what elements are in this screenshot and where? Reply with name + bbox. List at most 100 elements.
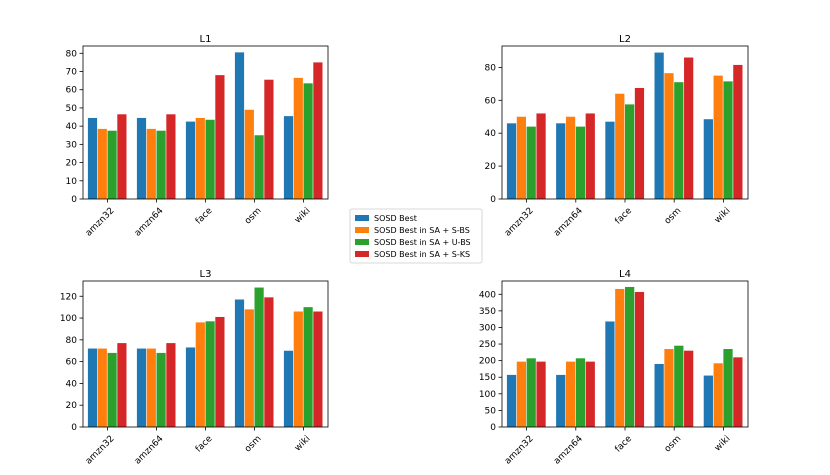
bar-wiki-series-2	[713, 75, 723, 199]
legend: SOSD Best SOSD Best in SA + S-BS SOSD Best…	[349, 208, 483, 264]
chart-title: L3	[200, 269, 212, 280]
x-tick-label: osm	[663, 434, 683, 454]
x-tick-label: osm	[663, 206, 683, 226]
bar-wiki-series-2	[293, 311, 303, 427]
bar-amzn64-series-3	[575, 358, 586, 427]
bar-amzn32-series-1	[87, 348, 98, 427]
chart-title: L4	[619, 269, 631, 280]
y-tick-label: 50	[66, 104, 78, 114]
bar-face-series-1	[605, 121, 615, 199]
bar-amzn32-series-2	[516, 361, 526, 427]
bar-face-series-2	[195, 322, 205, 427]
bar-amzn32-series-4	[536, 361, 546, 427]
chart-l1: 0 10 20 30 40 50 60 70 80 amzn32 amzn64 face osm wiki…	[66, 34, 329, 239]
y-tick-label: 0	[71, 195, 77, 205]
x-tick-label: amzn64	[133, 434, 166, 467]
bar-amzn32-series-3	[107, 130, 117, 199]
y-tick-label: 0	[490, 423, 496, 433]
bar-osm-series-2	[664, 349, 674, 427]
bar-amzn64-series-4	[166, 343, 176, 427]
y-tick-label: 10	[66, 177, 78, 187]
bar-osm-series-2	[664, 73, 674, 199]
y-tick-label: 400	[479, 290, 496, 300]
bar-amzn64-series-4	[585, 113, 595, 199]
bar-osm-series-4	[264, 79, 274, 199]
y-tick-label: 50	[485, 406, 497, 416]
bar-amzn64-series-2	[146, 348, 156, 427]
y-tick-label: 80	[66, 336, 78, 346]
x-tick-label: amzn64	[133, 206, 166, 239]
bar-face-series-3	[205, 321, 215, 427]
y-tick-label: 40	[485, 129, 497, 139]
x-tick-label: face	[613, 434, 634, 455]
bar-amzn64-series-3	[575, 126, 586, 199]
bar-amzn64-series-4	[166, 114, 176, 199]
bar-amzn64-series-2	[565, 116, 576, 199]
bar-face-series-4	[634, 87, 645, 199]
y-tick-label: 120	[60, 292, 77, 302]
y-tick-label: 200	[479, 357, 496, 367]
y-tick-label: 60	[485, 96, 497, 106]
bar-osm-series-3	[674, 82, 684, 199]
bar-wiki-series-2	[293, 77, 303, 200]
bar-amzn64-series-3	[156, 352, 166, 427]
bar-osm-series-1	[654, 52, 664, 199]
x-tick-label: wiki	[713, 434, 733, 454]
bar-osm-series-4	[684, 57, 694, 199]
chart-l3: 0 20 40 60 80 100 120 amzn32 amzn64 face osm wiki L3	[60, 269, 329, 467]
chart-l2: 0 20 40 60 80 amzn32 amzn64 face osm wiki L2	[485, 34, 749, 239]
y-tick-label: 20	[66, 159, 78, 169]
legend-label: SOSD Best in SA + S-KS	[374, 250, 470, 259]
legend-swatch	[355, 215, 369, 221]
bar-amzn32-series-1	[506, 123, 517, 199]
bar-wiki-series-3	[723, 81, 733, 199]
y-tick-label: 30	[66, 140, 78, 150]
bar-wiki-series-1	[703, 119, 713, 199]
y-tick-label: 0	[490, 195, 496, 205]
x-tick-label: amzn64	[552, 206, 585, 239]
bar-amzn32-series-2	[97, 128, 107, 200]
bar-amzn32-series-3	[526, 358, 536, 427]
bar-wiki-series-1	[703, 375, 713, 427]
y-tick-label: 100	[60, 314, 77, 324]
chart-title: L2	[619, 34, 631, 45]
bar-amzn32-series-2	[97, 348, 107, 427]
y-tick-label: 20	[485, 162, 497, 172]
y-tick-label: 0	[71, 423, 77, 433]
bar-face-series-4	[634, 291, 645, 427]
bar-wiki-series-4	[313, 62, 323, 199]
bar-wiki-series-1	[283, 350, 294, 427]
x-tick-label: amzn32	[84, 434, 117, 467]
bar-wiki-series-3	[303, 83, 313, 199]
y-tick-label: 60	[66, 358, 78, 368]
y-tick-label: 100	[479, 390, 496, 400]
bar-face-series-3	[625, 104, 635, 199]
chart-l4: 0 50 100 150 200 250 300 350 400 amzn32 amzn64 face…	[479, 269, 749, 467]
y-tick-label: 80	[66, 49, 78, 59]
bar-amzn64-series-3	[156, 130, 166, 199]
bar-osm-series-4	[684, 350, 694, 427]
bar-wiki-series-3	[303, 307, 313, 427]
y-tick-label: 70	[66, 68, 78, 78]
x-tick-label: osm	[243, 434, 263, 454]
x-tick-label: osm	[243, 206, 263, 226]
bar-osm-series-1	[234, 52, 245, 200]
y-tick-label: 150	[479, 373, 496, 383]
bar-osm-series-2	[244, 109, 254, 199]
bar-osm-series-1	[654, 363, 664, 427]
x-tick-label: amzn64	[552, 434, 585, 467]
bar-amzn32-series-2	[516, 116, 526, 199]
bar-wiki-series-4	[313, 311, 323, 427]
y-tick-label: 350	[479, 307, 496, 317]
legend-swatch	[355, 227, 369, 233]
legend-label: SOSD Best in SA + U-BS	[374, 238, 471, 247]
bar-face-series-2	[615, 288, 625, 427]
bar-amzn32-series-4	[536, 113, 546, 199]
bar-wiki-series-1	[283, 116, 294, 200]
bar-wiki-series-2	[713, 363, 723, 427]
bar-amzn32-series-3	[107, 352, 117, 427]
x-tick-label: wiki	[293, 434, 313, 454]
y-tick-label: 40	[66, 379, 78, 389]
bar-face-series-1	[185, 121, 196, 199]
